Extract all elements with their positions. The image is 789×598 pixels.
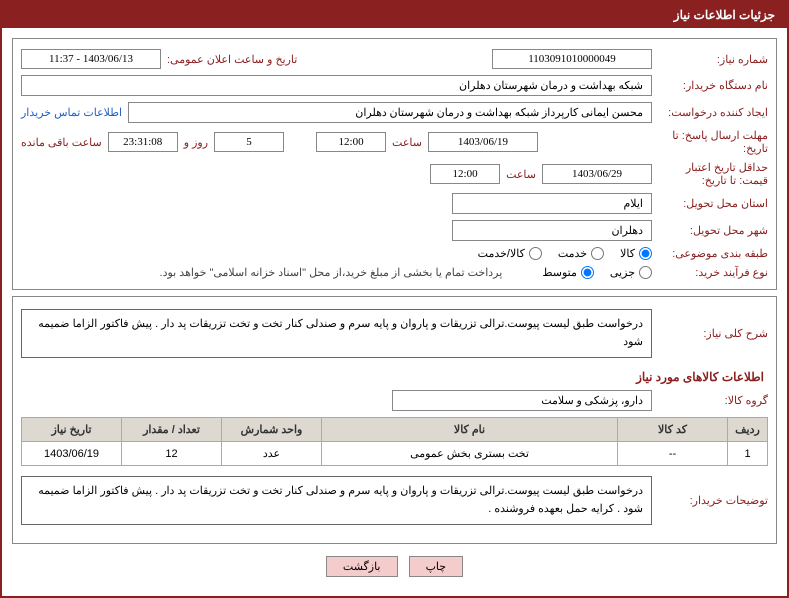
announce-value: 1403/06/13 - 11:37 — [21, 49, 161, 69]
validity-date: 1403/06/29 — [542, 164, 652, 184]
countdown: 23:31:08 — [108, 132, 178, 152]
request-no-value: 1103091010000049 — [492, 49, 652, 69]
category-label: طبقه بندی موضوعی: — [658, 247, 768, 260]
summary-label: شرح کلی نیاز: — [658, 327, 768, 340]
validity-time: 12:00 — [430, 164, 500, 184]
buyer-notes-text: درخواست طبق لیست پیوست.ترالی تزریقات و پ… — [21, 476, 652, 525]
process-radios: جزیی متوسط پرداخت تمام یا بخشی از مبلغ خ… — [21, 266, 652, 279]
process-label: نوع فرآیند خرید: — [658, 266, 768, 279]
buyer-org-label: نام دستگاه خریدار: — [658, 79, 768, 92]
th-row: ردیف — [728, 418, 768, 442]
panel-title: جزئیات اطلاعات نیاز — [674, 8, 775, 22]
table-row: 1 -- تخت بستری بخش عمومی عدد 12 1403/06/… — [22, 442, 768, 466]
contact-link[interactable]: اطلاعات تماس خریدار — [21, 106, 122, 119]
validity-label: حداقل تاریخ اعتبار قیمت: تا تاریخ: — [658, 161, 768, 187]
time-label-2: ساعت — [506, 168, 536, 181]
th-name: نام کالا — [322, 418, 618, 442]
days-value: 5 — [214, 132, 284, 152]
main-panel: جزئیات اطلاعات نیاز شماره نیاز: 11030910… — [0, 0, 789, 598]
city-label: شهر محل تحویل: — [658, 224, 768, 237]
buyer-notes-label: توضیحات خریدار: — [658, 494, 768, 507]
th-qty: تعداد / مقدار — [122, 418, 222, 442]
print-button[interactable]: چاپ — [409, 556, 464, 577]
payment-note: پرداخت تمام یا بخشی از مبلغ خرید،از محل … — [160, 266, 503, 279]
radio-minor[interactable]: جزیی — [610, 266, 652, 279]
summary-text: درخواست طبق لیست پیوست.ترالی تزریقات و پ… — [21, 309, 652, 358]
radio-both[interactable]: کالا/خدمت — [478, 247, 542, 260]
panel-header: جزئیات اطلاعات نیاز — [2, 2, 787, 28]
th-unit: واحد شمارش — [222, 418, 322, 442]
buyer-org-value: شبکه بهداشت و درمان شهرستان دهلران — [21, 75, 652, 96]
deadline-time: 12:00 — [316, 132, 386, 152]
days-and: روز و — [184, 136, 208, 149]
province-value: ایلام — [452, 193, 652, 214]
deadline-date: 1403/06/19 — [428, 132, 538, 152]
request-no-label: شماره نیاز: — [658, 53, 768, 66]
goods-info-title: اطلاعات کالاهای مورد نیاز — [25, 370, 764, 384]
deadline-label: مهلت ارسال پاسخ: تا تاریخ: — [658, 129, 768, 155]
requester-label: ایجاد کننده درخواست: — [658, 106, 768, 119]
details-fieldset: شرح کلی نیاز: درخواست طبق لیست پیوست.ترا… — [12, 296, 777, 544]
radio-service[interactable]: خدمت — [558, 247, 604, 260]
group-value: دارو، پزشکی و سلامت — [392, 390, 652, 411]
request-no-row: 1103091010000049 تاریخ و ساعت اعلان عموم… — [21, 49, 652, 69]
category-radios: کالا خدمت کالا/خدمت — [21, 247, 652, 260]
time-label-1: ساعت — [392, 136, 422, 149]
remaining-label: ساعت باقی مانده — [21, 136, 102, 149]
city-value: دهلران — [452, 220, 652, 241]
button-row: چاپ بازگشت — [12, 556, 777, 577]
th-date: تاریخ نیاز — [22, 418, 122, 442]
info-fieldset: شماره نیاز: 1103091010000049 تاریخ و ساع… — [12, 38, 777, 290]
return-button[interactable]: بازگشت — [326, 556, 398, 577]
goods-table: ردیف کد کالا نام کالا واحد شمارش تعداد /… — [21, 417, 768, 466]
content-area: شماره نیاز: 1103091010000049 تاریخ و ساع… — [2, 28, 787, 587]
announce-label: تاریخ و ساعت اعلان عمومی: — [167, 53, 297, 66]
th-code: کد کالا — [618, 418, 728, 442]
group-label: گروه کالا: — [658, 394, 768, 407]
province-label: استان محل تحویل: — [658, 197, 768, 210]
radio-goods[interactable]: کالا — [620, 247, 652, 260]
radio-medium[interactable]: متوسط — [542, 266, 594, 279]
requester-value: محسن ایمانی کارپرداز شبکه بهداشت و درمان… — [128, 102, 652, 123]
